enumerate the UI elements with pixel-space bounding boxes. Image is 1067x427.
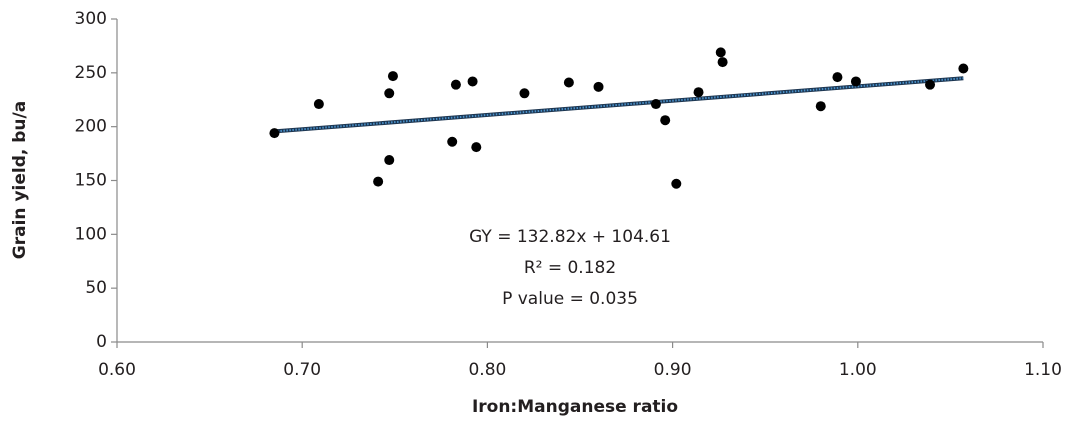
point	[958, 63, 969, 74]
x-tick-label: 0.70	[283, 360, 321, 380]
point	[447, 136, 458, 147]
point	[650, 99, 661, 110]
point	[832, 72, 843, 83]
y-tick-label: 250	[75, 63, 107, 83]
point	[660, 115, 671, 126]
annotation: P value = 0.035	[502, 289, 638, 309]
point	[693, 87, 704, 98]
y-axis-label: Grain yield, bu/a	[10, 101, 30, 259]
point	[717, 57, 728, 68]
point	[387, 71, 398, 82]
point	[715, 47, 726, 58]
point	[671, 178, 682, 189]
y-tick-label: 0	[96, 332, 107, 352]
point	[815, 101, 826, 112]
x-tick-label: 0.80	[468, 360, 506, 380]
point	[467, 76, 478, 87]
point	[563, 77, 574, 88]
y-tick-label: 300	[75, 9, 107, 29]
y-tick-label: 100	[75, 224, 107, 244]
x-tick-label: 1.10	[1024, 360, 1062, 380]
point	[384, 88, 395, 99]
annotation: GY = 132.82x + 104.61	[469, 227, 671, 247]
point	[313, 99, 324, 110]
point	[593, 81, 604, 92]
point	[850, 76, 861, 87]
annotation: R² = 0.182	[524, 258, 616, 278]
x-tick-label: 0.90	[654, 360, 692, 380]
y-tick-label: 50	[85, 278, 107, 298]
point	[519, 88, 530, 99]
y-tick-label: 150	[75, 171, 107, 191]
point	[269, 128, 280, 139]
point	[471, 142, 482, 153]
point	[373, 176, 384, 187]
y-tick-label: 200	[75, 117, 107, 137]
point	[925, 79, 936, 90]
x-tick-label: 1.00	[839, 360, 877, 380]
x-axis-label: Iron:Manganese ratio	[472, 397, 678, 417]
trendline	[274, 77, 964, 133]
x-tick-label: 0.60	[98, 360, 136, 380]
point	[384, 155, 395, 166]
point	[450, 79, 461, 90]
